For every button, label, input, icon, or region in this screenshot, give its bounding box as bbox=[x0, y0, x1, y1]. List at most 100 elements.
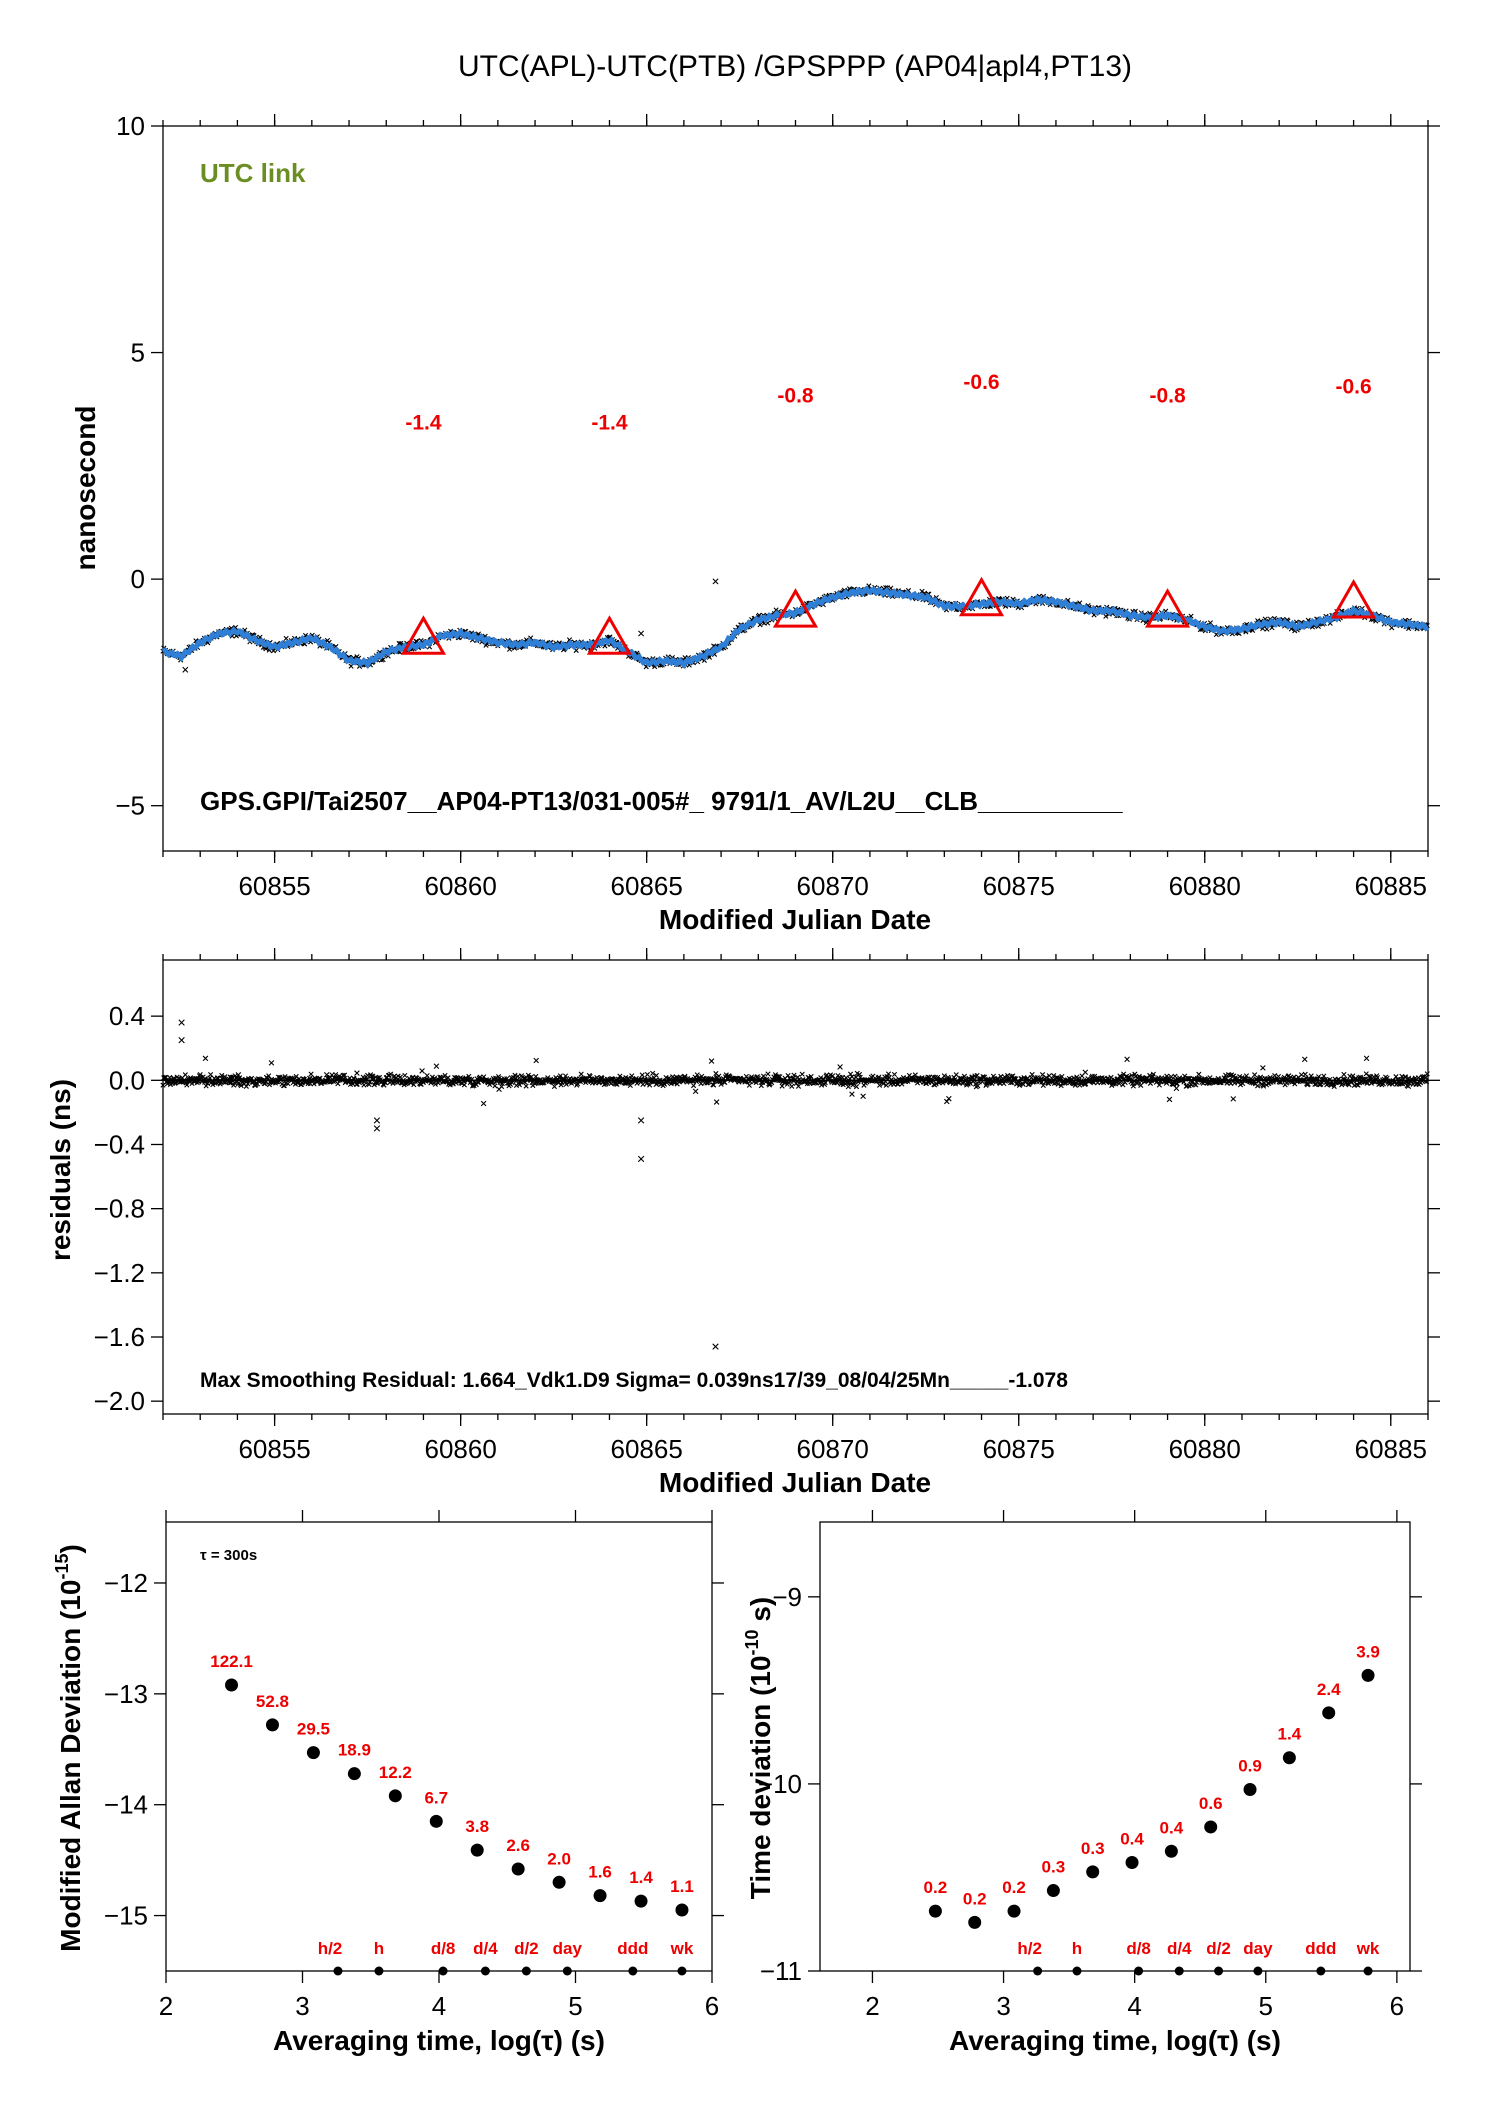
tau-mark-dot bbox=[1134, 1966, 1144, 1976]
mdev-point bbox=[347, 1767, 361, 1781]
mdev-point bbox=[225, 1678, 239, 1692]
x-tick-label: 4 bbox=[1127, 1991, 1141, 2021]
residual-outlier bbox=[178, 1037, 185, 1044]
residual-point bbox=[711, 1082, 717, 1088]
residual-point bbox=[523, 1083, 529, 1089]
residual-point bbox=[971, 1077, 977, 1083]
residual-spread-point bbox=[1405, 1083, 1412, 1090]
residual-point bbox=[1051, 1080, 1058, 1086]
mdev-point bbox=[470, 1843, 484, 1857]
x-tick-label: 5 bbox=[568, 1991, 582, 2021]
y-tick-label: −15 bbox=[104, 1901, 148, 1931]
mdev-point-label: 12.2 bbox=[379, 1763, 412, 1782]
residual-point bbox=[1321, 1073, 1327, 1079]
y-tick-label: −0.8 bbox=[94, 1194, 145, 1224]
tau-mark-label: d/4 bbox=[1167, 1939, 1192, 1958]
residual-point bbox=[278, 1075, 284, 1082]
x-tick-label: 5 bbox=[1259, 1991, 1273, 2021]
residual-point bbox=[935, 1074, 941, 1081]
residual-point bbox=[182, 1072, 188, 1078]
tdev-point bbox=[968, 1915, 982, 1929]
residual-point bbox=[245, 1081, 251, 1087]
residual-spread-point bbox=[1163, 1080, 1170, 1086]
raw-data-point bbox=[283, 635, 289, 642]
residual-spread-point bbox=[235, 1072, 242, 1078]
residual-point bbox=[1240, 1080, 1246, 1087]
residual-point bbox=[1223, 1075, 1229, 1081]
residual-point bbox=[653, 1072, 659, 1078]
tdev-point bbox=[1046, 1884, 1060, 1898]
x-tick-label: 60865 bbox=[611, 1434, 683, 1464]
residual-spread-point bbox=[1124, 1056, 1130, 1063]
residual-point bbox=[876, 1074, 882, 1080]
residual-point bbox=[785, 1073, 791, 1079]
residual-point bbox=[461, 1082, 467, 1088]
residual-point bbox=[1046, 1073, 1052, 1079]
x-tick-label: 60875 bbox=[983, 871, 1055, 901]
residual-point bbox=[1272, 1073, 1278, 1079]
residual-spread-point bbox=[480, 1100, 487, 1107]
mdev-point bbox=[388, 1789, 402, 1803]
residual-point bbox=[308, 1071, 314, 1077]
tau-note: τ = 300s bbox=[200, 1547, 257, 1564]
raw-data-point bbox=[1103, 613, 1109, 619]
marker-label: -0.6 bbox=[963, 371, 999, 394]
y-tick-label: 0 bbox=[131, 564, 145, 594]
residual-outlier bbox=[637, 1155, 645, 1163]
residual-point bbox=[1108, 1074, 1114, 1080]
legend-text: UTC link bbox=[200, 158, 306, 188]
tau-mark-label: h bbox=[374, 1939, 384, 1958]
residual-point bbox=[424, 1072, 430, 1079]
utc-link-panel: 60855 60860 60865 60870 60875 60880 60885 −5 0 5 1… bbox=[70, 111, 1440, 935]
x-axis-label: Averaging time, log(τ) (s) bbox=[273, 2025, 605, 2056]
x-tick-label: 60870 bbox=[797, 871, 869, 901]
x-tick-label: 60875 bbox=[983, 1434, 1055, 1464]
residual-point bbox=[847, 1071, 854, 1077]
residual-point bbox=[243, 1083, 249, 1089]
x-tick-label: 60870 bbox=[797, 1434, 869, 1464]
tau-mark-dot bbox=[374, 1966, 384, 1976]
residual-point bbox=[1341, 1071, 1347, 1078]
residual-outlier bbox=[373, 1125, 381, 1132]
marker-label: -0.8 bbox=[777, 384, 814, 407]
x-tick-label: 60855 bbox=[238, 1434, 310, 1464]
tau-mark-dot bbox=[562, 1966, 572, 1976]
tau-mark-label: d/2 bbox=[1206, 1939, 1231, 1958]
residual-point bbox=[1403, 1074, 1409, 1080]
residual-point bbox=[228, 1074, 234, 1080]
info-text: Max Smoothing Residual: 1.664_Vdk1.D9 Si… bbox=[200, 1369, 1068, 1392]
tau-mark-dot bbox=[438, 1966, 448, 1976]
tau-mark-dot bbox=[1363, 1966, 1373, 1976]
smooth-curve bbox=[161, 585, 1430, 670]
y-axis-label-main: Modified Allan Deviation (10 bbox=[55, 1580, 86, 1952]
residual-point bbox=[1374, 1074, 1380, 1081]
y-axis-label: nanosecond bbox=[70, 406, 101, 571]
residual-point bbox=[1058, 1083, 1064, 1089]
tau-mark-label: ddd bbox=[1305, 1939, 1336, 1958]
residual-point bbox=[1422, 1078, 1428, 1084]
residual-point bbox=[335, 1081, 341, 1087]
residual-spread-point bbox=[227, 1080, 233, 1086]
outlier-point bbox=[182, 666, 189, 673]
y-tick-label: −1.2 bbox=[94, 1258, 145, 1288]
residual-point bbox=[1243, 1073, 1250, 1079]
residual-spread-point bbox=[453, 1080, 459, 1086]
residual-spread-point bbox=[653, 1081, 660, 1088]
mdev-point-label: 52.8 bbox=[256, 1692, 289, 1711]
residual-point bbox=[411, 1082, 417, 1088]
mdev-point-label: 1.6 bbox=[588, 1863, 612, 1882]
y-tick-label: −5 bbox=[115, 791, 145, 821]
tdev-point-label: 0.9 bbox=[1238, 1757, 1262, 1776]
residual-point bbox=[963, 1077, 969, 1083]
mdev-point-label: 122.1 bbox=[210, 1652, 253, 1671]
tau-mark-label: wk bbox=[670, 1939, 694, 1958]
tdev-point bbox=[1164, 1844, 1178, 1858]
mdev-point bbox=[265, 1718, 279, 1732]
tau-mark-dot bbox=[1174, 1966, 1184, 1976]
x-tick-label: 60865 bbox=[611, 871, 683, 901]
residual-spread-point bbox=[1082, 1069, 1089, 1076]
residual-point bbox=[1129, 1072, 1135, 1078]
tdev-point-label: 0.3 bbox=[1042, 1858, 1066, 1877]
tau-mark-dot bbox=[628, 1966, 638, 1976]
residual-spread-point bbox=[202, 1079, 208, 1085]
